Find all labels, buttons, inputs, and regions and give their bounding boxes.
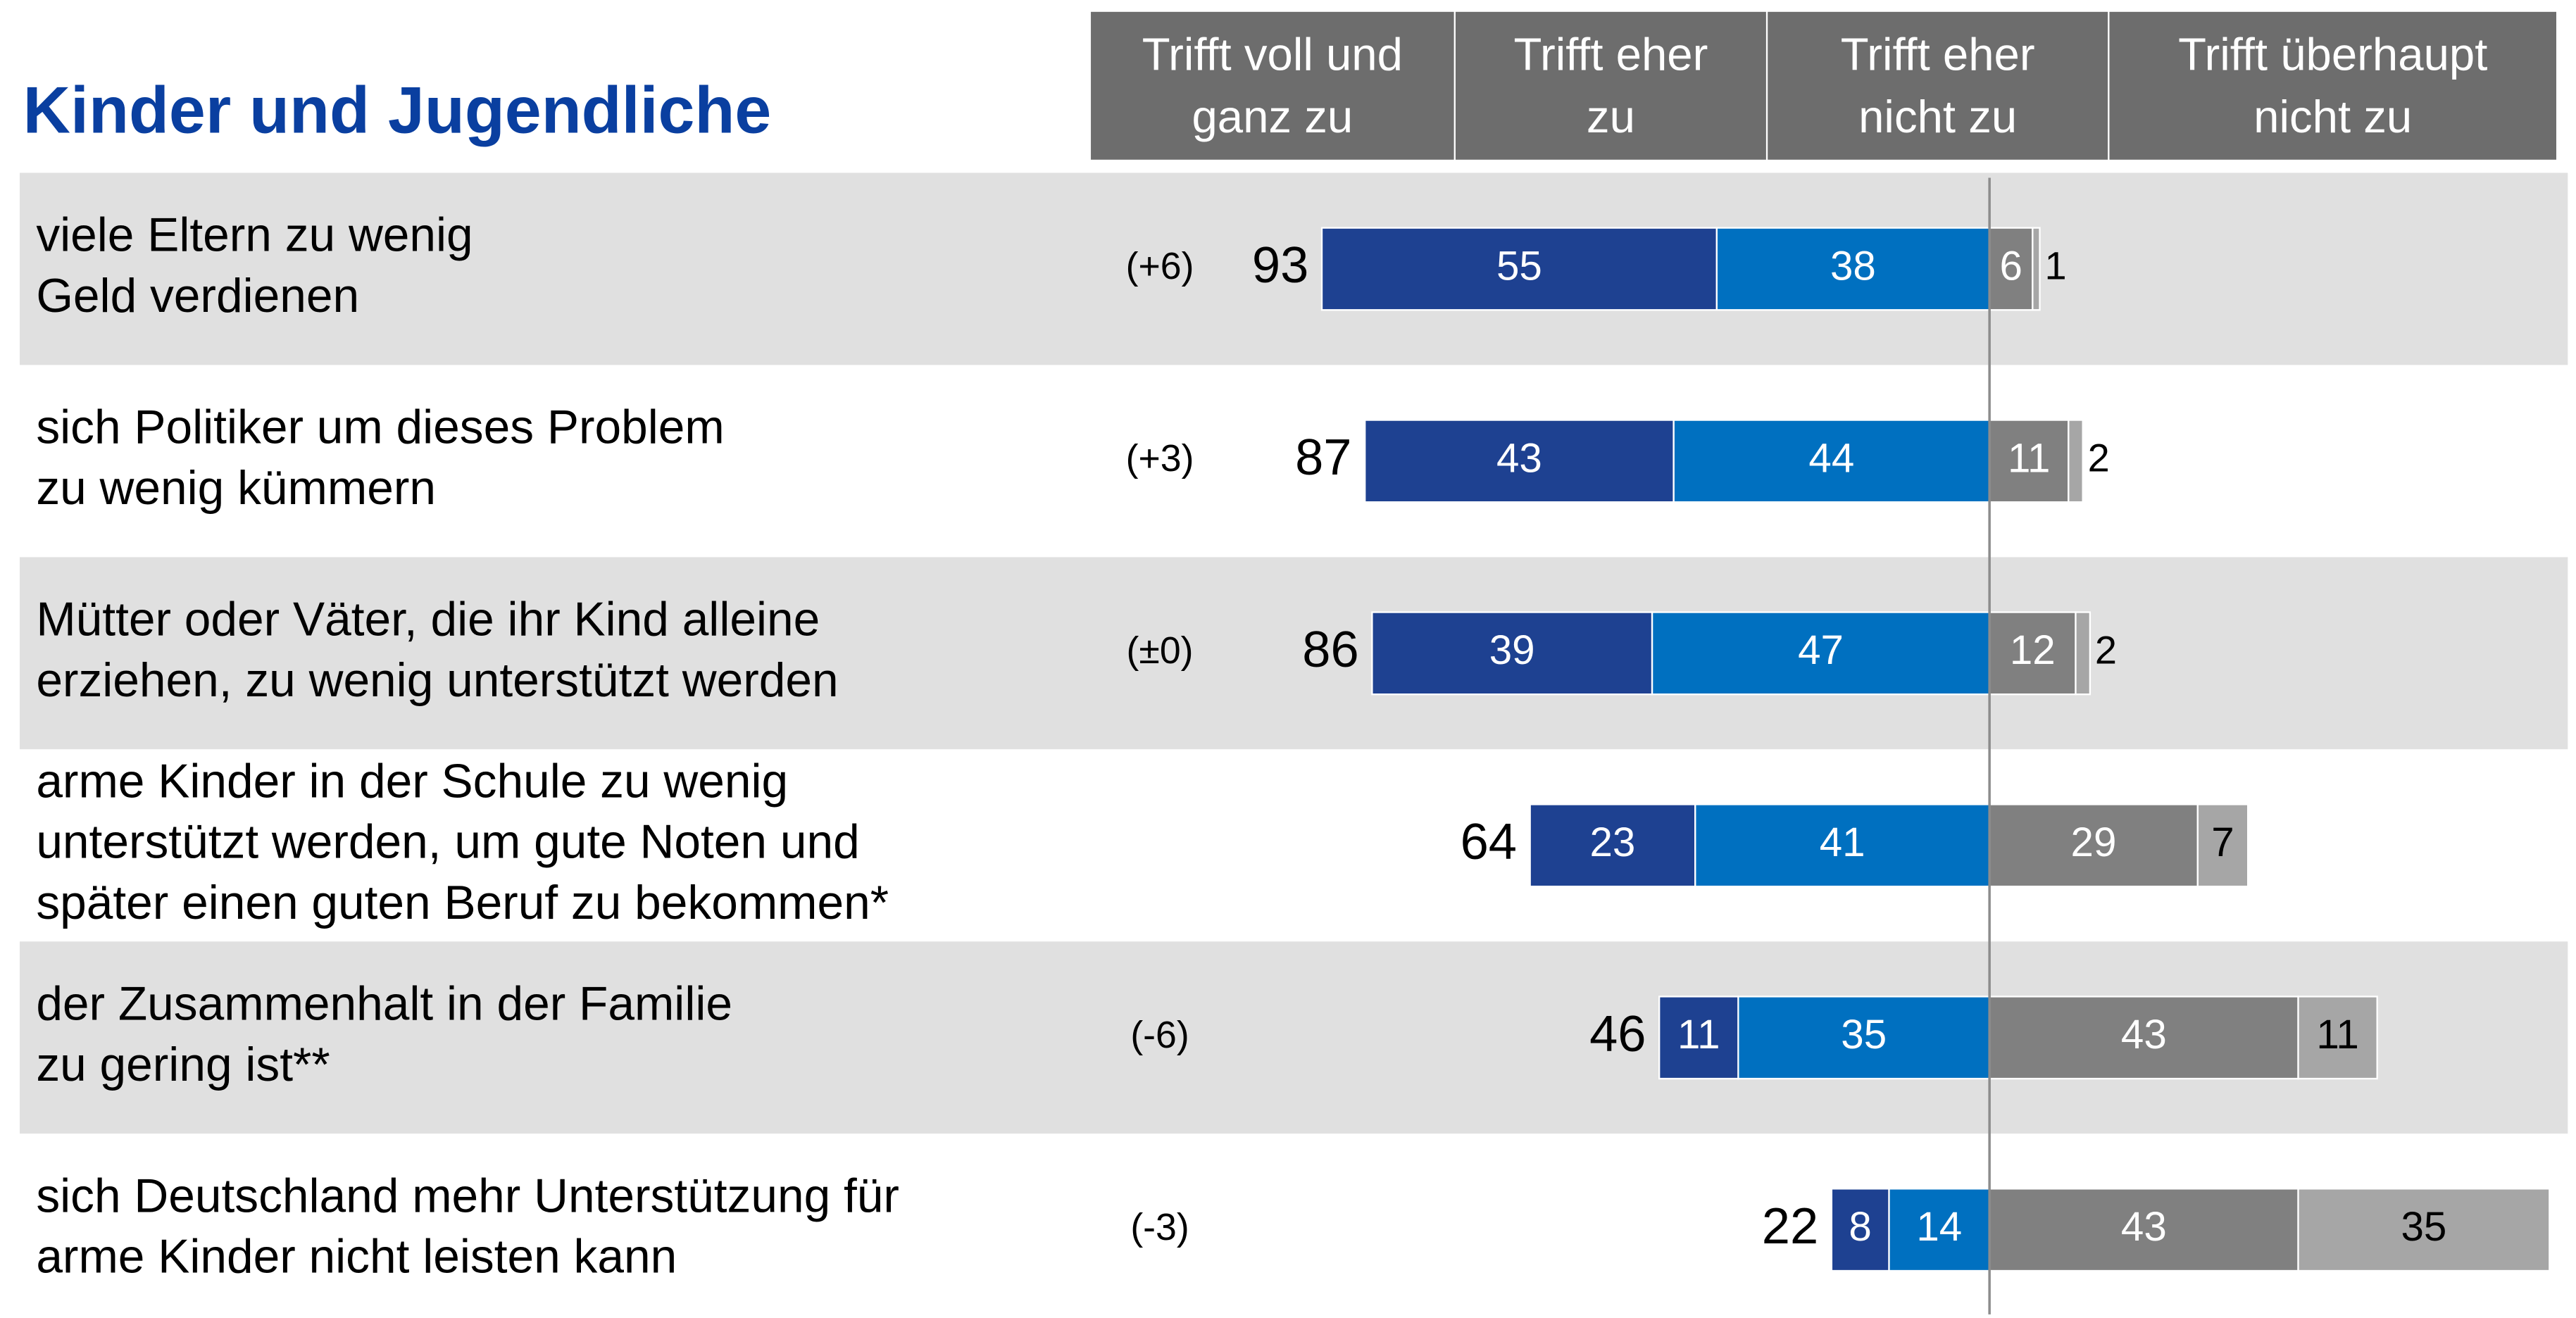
value-label: 11 [2316, 1012, 2359, 1057]
row-label: sich Deutschland mehr Unterstützung für [36, 1169, 899, 1222]
bar-segment [2297, 996, 2378, 1080]
bar-segment [2297, 1188, 2551, 1272]
bar-segment [1694, 803, 1991, 888]
total-label: 22 [1762, 1198, 1818, 1255]
row-label: später einen guten Beruf zu bekommen* [36, 877, 889, 929]
total-label: 87 [1295, 429, 1351, 486]
row-label: unterstützt werden, um gute Noten und [36, 816, 859, 869]
row-label: viele Eltern zu wenig [36, 209, 473, 262]
header-cell [1091, 11, 1454, 160]
bar-segment [1320, 227, 1718, 311]
bar-segment [1988, 996, 2299, 1080]
header-label: Trifft eher [1513, 28, 1708, 80]
change-label: (±0) [1127, 629, 1194, 672]
header-cell [2109, 11, 2557, 160]
header-label: Trifft voll und [1142, 28, 1403, 80]
bar-segment [1988, 227, 2034, 311]
header-label: Trifft eher [1841, 28, 2035, 80]
bar-segment [1658, 996, 1739, 1080]
value-label: 23 [1589, 820, 1635, 865]
row-label: erziehen, zu wenig unterstützt werden [36, 654, 838, 707]
header-label: nicht zu [2253, 91, 2412, 142]
value-label: 43 [1496, 435, 1542, 481]
bar-segment [1651, 611, 1991, 696]
value-label: 29 [2071, 820, 2117, 865]
value-label: 8 [1849, 1204, 1871, 1250]
total-label: 86 [1302, 622, 1358, 678]
bar-segment [1529, 803, 1696, 888]
row-label: sich Politiker um dieses Problem [36, 401, 724, 454]
header-label: ganz zu [1192, 91, 1353, 142]
value-label: 43 [2121, 1204, 2167, 1250]
value-label: 1 [2045, 244, 2067, 288]
bar-segment [1830, 1188, 1890, 1272]
row-label: zu wenig kümmern [36, 462, 436, 515]
row-band [19, 365, 2568, 558]
bar-segment [1988, 611, 2077, 696]
row-label: Geld verdienen [36, 270, 359, 322]
row-label: Mütter oder Väter, die ihr Kind alleine [36, 594, 820, 646]
value-label: 11 [2008, 435, 2051, 481]
change-label: (-3) [1130, 1206, 1189, 1248]
total-label: 93 [1252, 237, 1308, 294]
header-label: nicht zu [1858, 91, 2017, 142]
bar-segment [1364, 419, 1675, 503]
row-band [19, 557, 2568, 750]
value-label: 47 [1798, 627, 1844, 673]
bar-segment [2196, 803, 2249, 888]
bar-segment [2032, 227, 2041, 311]
total-label: 46 [1589, 1006, 1646, 1062]
value-label: 41 [1820, 820, 1865, 865]
value-label: 39 [1489, 627, 1535, 673]
chart-title: Kinder und Jugendliche [23, 73, 772, 146]
change-label: (+3) [1126, 437, 1194, 479]
bar-segment [2075, 611, 2092, 696]
row-label: arme Kinder in der Schule zu wenig [36, 755, 788, 808]
value-label: 14 [1916, 1204, 1962, 1250]
value-label: 6 [2000, 243, 2022, 289]
value-label: 35 [1841, 1012, 1887, 1057]
total-label: 64 [1461, 814, 1517, 870]
value-label: 11 [1677, 1012, 1720, 1057]
value-label: 38 [1830, 243, 1876, 289]
value-label: 43 [2121, 1012, 2167, 1057]
header-cell [1768, 11, 2108, 160]
bar-segment [1988, 803, 2199, 888]
row-label: der Zusammenhalt in der Familie [36, 977, 732, 1030]
change-label: (-6) [1130, 1014, 1189, 1056]
bar-segment [2068, 419, 2084, 503]
row-label: arme Kinder nicht leisten kann [36, 1231, 677, 1284]
value-label: 12 [2010, 627, 2056, 673]
value-label: 44 [1808, 435, 1854, 481]
header-cell [1455, 11, 1766, 160]
row-label: zu gering ist** [36, 1038, 330, 1091]
row-band [19, 172, 2568, 365]
bar-segment [1988, 419, 2070, 503]
header-label: zu [1587, 91, 1635, 142]
header-label: Trifft überhaupt [2178, 28, 2487, 80]
value-label: 2 [2095, 628, 2117, 672]
bar-segment [1715, 227, 1991, 311]
value-label: 2 [2088, 436, 2110, 480]
value-label: 55 [1496, 243, 1542, 289]
bar-segment [1888, 1188, 1991, 1272]
value-label: 35 [2401, 1204, 2447, 1250]
change-label: (+6) [1126, 245, 1194, 287]
bar-segment [1371, 611, 1653, 696]
value-label: 7 [2211, 820, 2234, 865]
bar-segment [1672, 419, 1991, 503]
